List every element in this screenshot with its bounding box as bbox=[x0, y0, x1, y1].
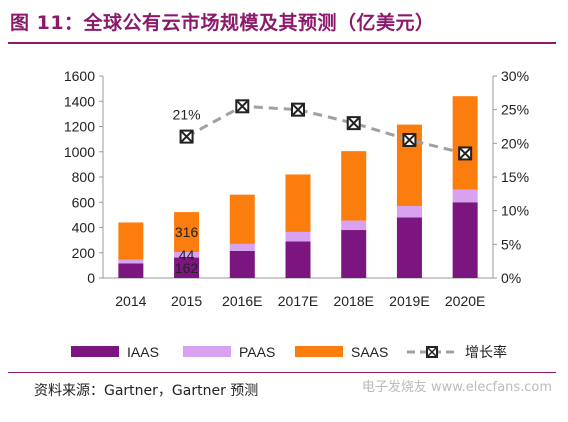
x-tick-label: 2019E bbox=[389, 293, 429, 309]
data-label-paas: 44 bbox=[179, 247, 195, 263]
marker-cross bbox=[403, 134, 416, 146]
watermark: 电子发烧友 www.elecfans.com bbox=[361, 380, 552, 395]
y-right-tick-label: 0% bbox=[501, 270, 521, 286]
x-tick-label: 2017E bbox=[278, 293, 318, 309]
legend-label-paas: PAAS bbox=[239, 344, 275, 360]
y-left-tick-label: 1400 bbox=[64, 93, 95, 109]
chart-title: 图 11：全球公有云市场规模及其预测（亿美元） bbox=[10, 12, 435, 34]
data-label-增长率: 21% bbox=[173, 107, 201, 123]
y-left-tick-label: 1200 bbox=[64, 119, 95, 135]
bar-paas-2018e bbox=[341, 220, 367, 231]
y-left-tick-label: 800 bbox=[72, 169, 96, 185]
bar-iaas-2020e bbox=[452, 202, 478, 278]
growth-rate-marker bbox=[235, 99, 250, 114]
y-left-tick-label: 0 bbox=[87, 270, 95, 286]
bar-saas-2015 bbox=[174, 212, 200, 252]
y-left-tick-label: 400 bbox=[72, 220, 96, 236]
marker-cross bbox=[427, 347, 437, 357]
bar-saas-2016e bbox=[229, 194, 255, 244]
legend-swatch-saas bbox=[295, 346, 343, 357]
bar-iaas-2019e bbox=[396, 217, 422, 278]
marker-cross bbox=[292, 103, 304, 116]
y-right-tick-label: 25% bbox=[501, 102, 529, 118]
bar-paas-2017e bbox=[285, 231, 311, 242]
y-right-tick-label: 10% bbox=[501, 203, 529, 219]
bar-iaas-2015 bbox=[174, 257, 200, 278]
bar-paas-2019e bbox=[396, 206, 422, 218]
data-label-saas: 316 bbox=[175, 224, 199, 240]
y-right-tick-label: 15% bbox=[501, 169, 529, 185]
marker-cross bbox=[348, 117, 360, 129]
marker-cross bbox=[236, 100, 248, 113]
y-right-tick-label: 20% bbox=[501, 135, 529, 151]
line-group bbox=[179, 99, 473, 161]
source-divider bbox=[8, 372, 556, 373]
bar-paas-2015 bbox=[174, 251, 200, 258]
legend-label-iaas: IAAS bbox=[127, 344, 159, 360]
growth-rate-marker bbox=[291, 102, 305, 117]
legend-label-saas: SAAS bbox=[351, 344, 388, 360]
y-right-tick-label: 30% bbox=[501, 68, 529, 84]
bar-saas-2017e bbox=[285, 174, 311, 232]
legend-marker-growth bbox=[426, 346, 438, 358]
source-note: 资料来源：Gartner，Gartner 预测 bbox=[34, 383, 259, 399]
growth-rate-line bbox=[185, 104, 466, 155]
bar-iaas-2014 bbox=[118, 263, 144, 278]
chart: 0 200 400 600 800 1000 1200 1400 1600 0% 5% 10% 15% 2… bbox=[64, 68, 529, 360]
legend-swatch-iaas bbox=[71, 346, 119, 357]
data-label-iaas: 162 bbox=[175, 260, 199, 276]
bar-saas-2020e bbox=[452, 96, 478, 190]
marker-cross bbox=[180, 130, 193, 143]
bar-saas-2014 bbox=[118, 222, 144, 260]
legend-label-growth: 增长率 bbox=[465, 344, 507, 360]
bars-group bbox=[118, 96, 478, 278]
x-tick-label: 2015 bbox=[171, 293, 202, 309]
bar-iaas-2018e bbox=[341, 230, 367, 278]
y-right-tick-label: 5% bbox=[501, 236, 521, 252]
x-tick-label: 2018E bbox=[333, 293, 373, 309]
growth-rate-marker bbox=[402, 132, 417, 147]
growth-rate-marker bbox=[458, 146, 473, 161]
bar-paas-2016e bbox=[229, 243, 255, 251]
y-left-tick-label: 600 bbox=[72, 194, 96, 210]
title-divider bbox=[8, 42, 556, 44]
y-left-tick-label: 1000 bbox=[64, 144, 95, 160]
y-left-tick-label: 200 bbox=[72, 245, 96, 261]
legend-swatch-paas bbox=[183, 346, 231, 357]
bar-iaas-2016e bbox=[229, 250, 255, 278]
legend: IAAS PAAS SAAS 增长率 bbox=[71, 344, 507, 360]
x-tick-label: 2020E bbox=[445, 293, 485, 309]
bar-paas-2014 bbox=[118, 259, 144, 264]
bar-iaas-2017e bbox=[285, 241, 311, 278]
y-left-tick-label: 1600 bbox=[64, 68, 95, 84]
bar-paas-2020e bbox=[452, 189, 478, 203]
x-tick-label: 2014 bbox=[115, 293, 146, 309]
marker-cross bbox=[459, 147, 471, 160]
growth-rate-marker bbox=[346, 116, 361, 131]
x-tick-label: 2016E bbox=[222, 293, 262, 309]
bar-saas-2018e bbox=[341, 151, 367, 221]
growth-rate-marker bbox=[179, 129, 194, 144]
axes-group: 0 200 400 600 800 1000 1200 1400 1600 0% 5% 10% 15% 2… bbox=[64, 68, 529, 309]
